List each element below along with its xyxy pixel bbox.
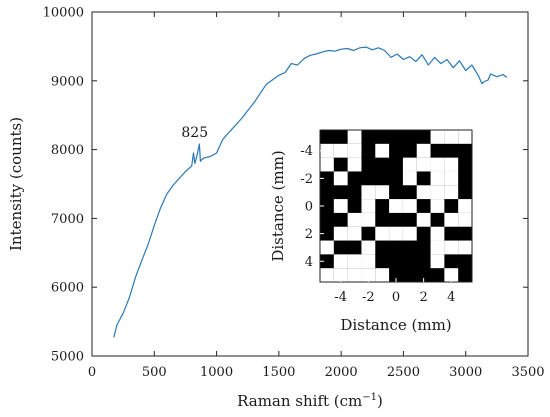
heatmap-cell	[375, 143, 390, 158]
y-tick-label: 7000	[51, 212, 84, 227]
x-tick-label: 3500	[511, 365, 544, 380]
heatmap-cell	[361, 254, 376, 269]
heatmap-cell	[444, 171, 459, 186]
heatmap-cell	[416, 143, 431, 158]
heatmap-cell	[444, 157, 459, 172]
heatmap-cell	[333, 171, 348, 186]
heatmap-cell	[347, 212, 362, 227]
x-tick-label: 2500	[387, 365, 420, 380]
heatmap-cell	[347, 130, 362, 144]
heatmap-cell	[333, 199, 348, 213]
inset-y-tick-label: -2	[300, 172, 313, 187]
heatmap-cell	[444, 212, 459, 227]
heatmap-cell	[402, 226, 417, 241]
x-tick-label: 3000	[449, 365, 482, 380]
heatmap-cell	[444, 130, 459, 144]
inset-x-tick-label: 2	[419, 290, 427, 305]
heatmap-cell	[458, 240, 472, 255]
heatmap-cell	[444, 268, 459, 282]
y-tick-label: 6000	[51, 281, 84, 296]
heatmap-cell	[361, 212, 376, 227]
heatmap-cell	[416, 157, 431, 172]
heatmap-cell	[320, 143, 334, 158]
heatmap-cell	[347, 254, 362, 269]
y-tick-label: 8000	[51, 143, 84, 158]
heatmap-cell	[333, 268, 348, 282]
inset-x-axis-title: Distance (mm)	[340, 316, 451, 334]
heatmap-cell	[444, 240, 459, 255]
heatmap-cell	[389, 199, 403, 213]
spectrum-series-line	[113, 46, 508, 338]
x-tick-label: 0	[88, 365, 96, 380]
inset-y-axis-title: Distance (mm)	[269, 150, 287, 261]
heatmap-cell	[402, 157, 417, 172]
x-tick-label: 500	[142, 365, 167, 380]
inset-axis-ticks	[320, 150, 452, 282]
heatmap-cell	[430, 171, 445, 186]
heatmap-cell	[416, 185, 431, 200]
y-tick-label: 10000	[43, 6, 84, 21]
peak-annotation: 825	[181, 125, 208, 141]
x-tick-label: 1000	[200, 365, 233, 380]
heatmap-cell	[458, 199, 472, 213]
main-x-axis-title: Raman shift (cm−1)	[237, 392, 383, 410]
heatmap-cell	[333, 226, 348, 241]
main-axis-tick-labels: 0 500 1000 1500 2000 2500 3000 3500 5000 6000 7000…	[43, 6, 545, 381]
inset-heatmap-cells	[320, 130, 472, 282]
y-tick-label: 9000	[51, 74, 84, 89]
heatmap-cell	[361, 199, 376, 213]
heatmap-cell	[402, 199, 417, 213]
heatmap-cell	[416, 212, 431, 227]
x-tick-label: 2000	[325, 365, 358, 380]
inset-x-tick-label: -2	[362, 290, 375, 305]
heatmap-cell	[402, 171, 417, 186]
main-y-axis-title: Intensity (counts)	[7, 117, 25, 251]
heatmap-cell	[347, 143, 362, 158]
heatmap-cell	[333, 254, 348, 269]
heatmap-cell	[347, 268, 362, 282]
inset-y-tick-label: 4	[305, 255, 313, 270]
heatmap-cell	[361, 240, 376, 255]
heatmap-cell	[430, 185, 445, 200]
heatmap-cell	[320, 157, 334, 172]
heatmap-cell	[430, 226, 445, 241]
inset-x-tick-label: 4	[447, 290, 455, 305]
inset-y-tick-label: -4	[300, 144, 313, 159]
heatmap-cell	[375, 268, 390, 282]
heatmap-cell	[333, 143, 348, 158]
heatmap-cell	[430, 240, 445, 255]
heatmap-cell	[347, 157, 362, 172]
heatmap-cell	[430, 157, 445, 172]
heatmap-cell	[375, 185, 390, 200]
inset-y-tick-label: 2	[305, 227, 313, 242]
heatmap-cell	[458, 212, 472, 227]
heatmap-cell	[430, 254, 445, 269]
x-tick-label: 1500	[262, 365, 295, 380]
heatmap-cell	[361, 185, 376, 200]
heatmap-cell	[375, 226, 390, 241]
inset-x-tick-label: 0	[392, 290, 400, 305]
heatmap-cell	[320, 240, 334, 255]
heatmap-cell	[347, 226, 362, 241]
heatmap-cell	[430, 199, 445, 213]
heatmap-cell	[361, 268, 376, 282]
heatmap-cell	[458, 130, 472, 144]
heatmap-cell	[389, 226, 403, 241]
heatmap-cell	[444, 185, 459, 200]
inset-x-tick-label: -4	[334, 290, 347, 305]
inset-y-tick-label: 0	[305, 200, 313, 215]
inset-axis-tick-labels: -4 -2 0 2 4 -4 -2 0 2 4	[300, 144, 455, 305]
heatmap-cell	[430, 130, 445, 144]
y-tick-label: 5000	[51, 350, 84, 365]
heatmap-cell	[320, 268, 334, 282]
main-axis-ticks	[91, 11, 529, 357]
